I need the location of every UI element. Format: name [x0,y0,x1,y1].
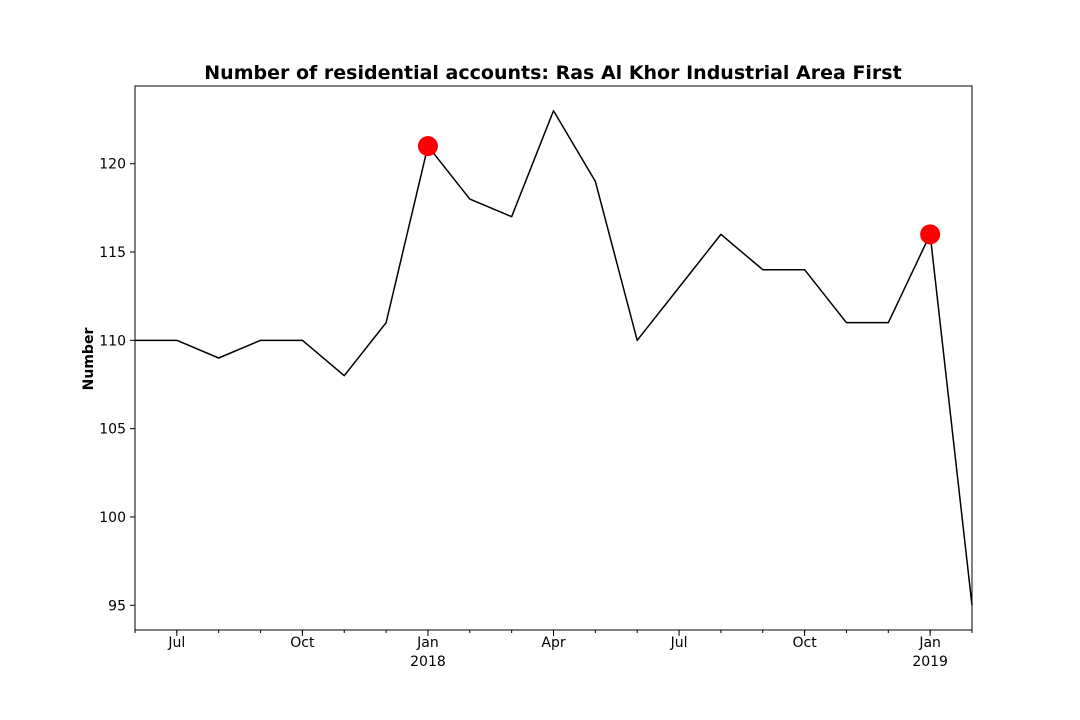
chart-marks: 95 100 105 110 115 120 Jul Oct Jan 2018 Apr Jul Oct J… [99,109,973,670]
x-tick-label: Jan [918,635,941,651]
y-tick-label: 115 [99,245,126,261]
highlight-point [920,224,941,245]
highlight-point [417,136,438,157]
y-tick-label: 105 [99,422,126,438]
y-tick-label: 110 [99,333,126,349]
series-line [135,109,973,606]
x-tick-label: Oct [290,635,315,651]
x-tick-label: Oct [792,635,817,651]
x-tick-year-label: 2018 [410,654,446,670]
y-tick-label: 120 [99,157,126,173]
chart-title: Number of residential accounts: Ras Al K… [204,62,901,84]
plot-frame [134,85,973,631]
x-tick-label: Jul [670,635,688,651]
x-tick-label: Jan [416,635,439,651]
y-tick-label: 95 [108,598,126,614]
x-tick-label: Apr [541,635,565,651]
y-tick-label: 100 [99,510,126,526]
y-axis-label: Number [81,328,97,391]
x-tick-year-label: 2019 [912,654,948,670]
x-tick-label: Jul [167,635,185,651]
